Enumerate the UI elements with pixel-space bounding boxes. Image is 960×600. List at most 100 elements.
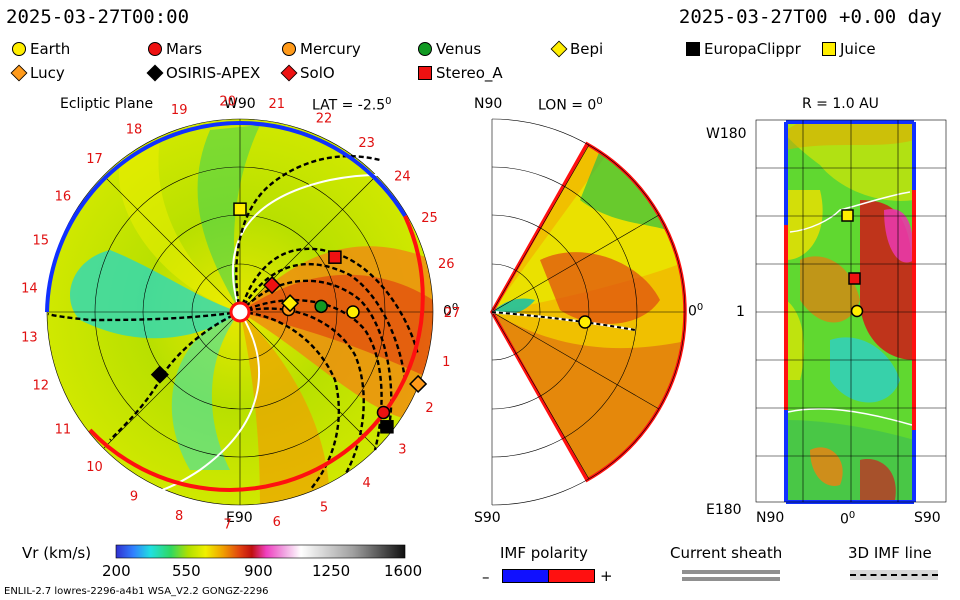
legend-label: Mercury bbox=[300, 40, 361, 58]
carrington-tick-26: 26 bbox=[438, 257, 455, 272]
circle-marker-icon bbox=[12, 42, 26, 56]
square-marker-icon bbox=[418, 66, 432, 80]
meridional-s90-label: S90 bbox=[474, 510, 501, 526]
colorbar-tick-1600: 1600 bbox=[384, 562, 423, 580]
ecliptic-spacecraft bbox=[150, 202, 428, 434]
imf-polarity-title: IMF polarity bbox=[500, 544, 588, 562]
ecliptic-marker-venus bbox=[314, 299, 328, 314]
legend-item-lucy: Lucy bbox=[10, 64, 65, 82]
ecliptic-lat-label: LAT = -2.50 bbox=[312, 96, 392, 114]
carrington-tick-14: 14 bbox=[21, 281, 38, 296]
carrington-tick-20: 20 bbox=[219, 94, 236, 109]
carrington-tick-6: 6 bbox=[273, 515, 281, 530]
carrington-tick-10: 10 bbox=[86, 460, 103, 475]
legend-label: Lucy bbox=[30, 64, 65, 82]
map-juice-marker bbox=[841, 209, 854, 222]
map-earth-marker bbox=[850, 304, 864, 318]
imf-polarity-minus: – bbox=[482, 568, 490, 586]
map-s90-label: S90 bbox=[914, 510, 941, 526]
carrington-tick-16: 16 bbox=[55, 190, 72, 205]
ecliptic-polarity-red bbox=[88, 215, 425, 492]
map-w180-label: W180 bbox=[706, 126, 747, 142]
current-sheet-1 bbox=[232, 173, 411, 313]
footer-text: ENLIL-2.7 lowres-2296-a4b1 WSA_V2.2 GONG… bbox=[4, 586, 269, 597]
legend-item-osiris-apex: OSIRIS-APEX bbox=[146, 64, 261, 82]
imf-polarity-plus: + bbox=[600, 567, 613, 585]
legend-label: Bepi bbox=[570, 40, 604, 58]
legend-item-europaclippr: EuropaClippr bbox=[686, 40, 801, 58]
time-left: 2025-03-27T00:00 bbox=[6, 6, 190, 28]
current-sheath-line-1 bbox=[682, 570, 780, 574]
colorbar-tick-200: 200 bbox=[102, 562, 131, 580]
legend-item-juice: Juice bbox=[822, 40, 876, 58]
colorbar-label: Vr (km/s) bbox=[22, 544, 92, 562]
current-sheath-title: Current sheath bbox=[670, 544, 783, 562]
carrington-tick-9: 9 bbox=[130, 490, 138, 505]
meridional-grid bbox=[491, 118, 686, 506]
ecliptic-marker-osiris-apex bbox=[150, 365, 169, 384]
legend-item-mercury: Mercury bbox=[282, 40, 361, 58]
meridional-n90-label: N90 bbox=[474, 96, 503, 112]
carrington-tick-7: 7 bbox=[224, 518, 232, 533]
carrington-tick-3: 3 bbox=[398, 442, 406, 457]
legend-label: Juice bbox=[840, 40, 876, 58]
imf-line-sample bbox=[850, 574, 938, 576]
carrington-tick-24: 24 bbox=[394, 170, 411, 185]
square-marker-icon bbox=[686, 42, 700, 56]
legend-item-mars: Mars bbox=[148, 40, 202, 58]
carrington-tick-18: 18 bbox=[126, 122, 143, 137]
time-right: 2025-03-27T00 +0.00 day bbox=[678, 6, 942, 28]
carrington-tick-17: 17 bbox=[86, 152, 103, 167]
map-e180-label: E180 bbox=[706, 502, 742, 518]
ecliptic-marker-juice bbox=[233, 202, 247, 216]
legend-item-solo: SolO bbox=[280, 64, 335, 82]
carrington-tick-1: 1 bbox=[442, 355, 450, 370]
imf-polarity-positive-swatch bbox=[548, 569, 595, 583]
ecliptic-marker-solo bbox=[262, 276, 282, 295]
carrington-tick-21: 21 bbox=[269, 97, 286, 112]
ecliptic-marker-earth bbox=[346, 305, 360, 319]
carrington-tick-8: 8 bbox=[175, 509, 183, 524]
meridional-earth-marker bbox=[578, 315, 592, 329]
colorbar-gradient bbox=[115, 544, 406, 559]
legend-label: OSIRIS-APEX bbox=[166, 64, 261, 82]
ecliptic-marker-bepi bbox=[281, 294, 300, 313]
square-marker-icon bbox=[822, 42, 836, 56]
ecliptic-polarity-blue bbox=[45, 121, 407, 313]
ecliptic-marker-lucy bbox=[409, 374, 428, 394]
map-stereo-a-marker bbox=[848, 272, 861, 285]
colorbar-tick-550: 550 bbox=[172, 562, 201, 580]
legend-item-stereo-a: Stereo_A bbox=[418, 64, 503, 82]
legend-label: EuropaClippr bbox=[704, 40, 801, 58]
legend-label: Earth bbox=[30, 40, 71, 58]
map-grid bbox=[755, 119, 947, 503]
carrington-tick-15: 15 bbox=[33, 234, 50, 249]
ecliptic-marker-stereo-a bbox=[328, 250, 342, 264]
circle-marker-icon bbox=[418, 42, 432, 56]
carrington-tick-19: 19 bbox=[171, 103, 188, 118]
legend-label: Mars bbox=[166, 40, 203, 58]
map-current-sheet-1 bbox=[789, 191, 911, 233]
ecliptic-zero-label: 00 bbox=[443, 302, 459, 320]
map-zero-label: 00 bbox=[840, 510, 856, 528]
map-title: R = 1.0 AU bbox=[802, 96, 879, 112]
meridional-title: LON = 00 bbox=[538, 96, 603, 114]
carrington-tick-5: 5 bbox=[320, 501, 328, 516]
imf-polarity-negative-swatch bbox=[502, 569, 550, 583]
legend-item-bepi: Bepi bbox=[550, 40, 604, 58]
map-mid-label: 1 bbox=[736, 304, 745, 320]
ecliptic-w90-label: W90 bbox=[224, 96, 256, 112]
legend-label: SolO bbox=[300, 64, 335, 82]
carrington-tick-13: 13 bbox=[21, 331, 38, 346]
carrington-tick-23: 23 bbox=[358, 136, 375, 151]
carrington-tick-11: 11 bbox=[55, 423, 72, 438]
current-sheath-line-2 bbox=[682, 577, 780, 581]
carrington-tick-12: 12 bbox=[33, 379, 50, 394]
ecliptic-marker-europaclippr bbox=[380, 420, 394, 434]
carrington-tick-2: 2 bbox=[425, 401, 433, 416]
